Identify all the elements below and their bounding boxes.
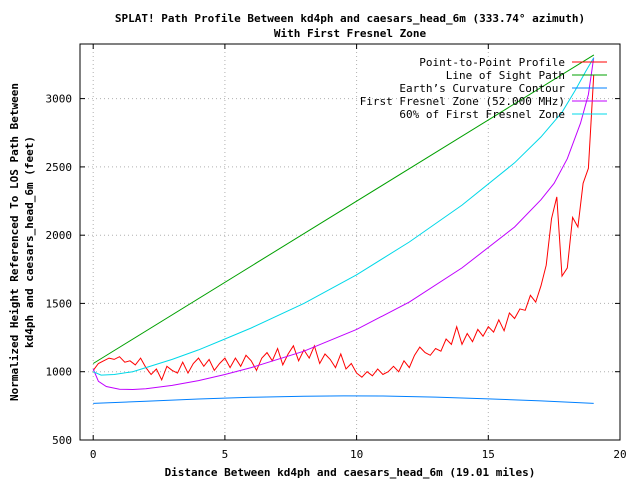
legend-label-line-of-sight-path: Line of Sight Path <box>446 69 565 82</box>
y-tick-label: 2500 <box>46 161 73 174</box>
series-line-60-of-first-fresnel-zone <box>93 57 595 376</box>
legend-label-point-to-point-profile: Point-to-Point Profile <box>419 56 565 69</box>
plot-frame <box>79 43 621 441</box>
y-tick-label: 1000 <box>46 366 73 379</box>
series-line-point-to-point-profile <box>92 75 595 382</box>
x-axis-label: Distance Between kd4ph and caesars_head_… <box>165 466 536 479</box>
legend-label-60-of-first-fresnel-zone: 60% of First Fresnel Zone <box>399 108 565 121</box>
series-line-line-of-sight-path <box>92 54 595 364</box>
series-line-earth-s-curvature-contour <box>93 395 594 404</box>
y-tick-label: 1500 <box>46 297 73 310</box>
chart-subtitle: With First Fresnel Zone <box>274 27 427 40</box>
y-tick-label: 2000 <box>46 229 73 242</box>
y-tick-label: 3000 <box>46 93 73 106</box>
y-axis-label-line2: kd4ph and caesars_head_6m (feet) <box>23 136 36 348</box>
x-tick-label: 20 <box>613 448 626 461</box>
x-tick-label: 5 <box>222 448 229 461</box>
legend-label-first-fresnel-zone-52-000-mhz: First Fresnel Zone (52.000 MHz) <box>360 95 565 108</box>
y-tick-label: 500 <box>52 434 72 447</box>
y-axis-label-line1: Normalized Height Referenced To LOS Path… <box>8 83 21 401</box>
chart-title: SPLAT! Path Profile Between kd4ph and ca… <box>115 12 585 25</box>
series-line-first-fresnel-zone-52-000-mhz <box>92 57 595 391</box>
series-group <box>92 54 595 404</box>
legend-label-earth-s-curvature-contour: Earth’s Curvature Contour <box>399 82 565 95</box>
axis-ticks: 0 5 10 15 20 500 1000 1500 2000 2500 3000 <box>46 44 627 461</box>
x-tick-label: 15 <box>482 448 495 461</box>
x-tick-label: 10 <box>350 448 363 461</box>
x-tick-label: 0 <box>90 448 97 461</box>
